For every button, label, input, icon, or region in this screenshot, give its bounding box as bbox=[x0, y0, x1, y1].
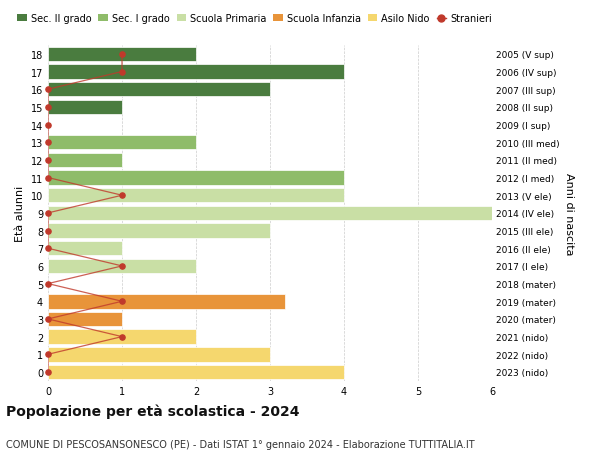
Point bbox=[117, 263, 127, 270]
Y-axis label: Anni di nascita: Anni di nascita bbox=[563, 172, 574, 255]
Point bbox=[43, 351, 53, 358]
Bar bbox=[48, 153, 122, 168]
Bar bbox=[48, 101, 122, 115]
Point bbox=[43, 210, 53, 217]
Point bbox=[117, 298, 127, 305]
Point bbox=[43, 157, 53, 164]
Text: COMUNE DI PESCOSANSONESCO (PE) - Dati ISTAT 1° gennaio 2024 - Elaborazione TUTTI: COMUNE DI PESCOSANSONESCO (PE) - Dati IS… bbox=[6, 440, 475, 449]
Point bbox=[117, 192, 127, 200]
Bar bbox=[48, 171, 344, 185]
Point bbox=[117, 51, 127, 58]
Point bbox=[43, 122, 53, 129]
Point bbox=[43, 369, 53, 376]
Bar bbox=[48, 365, 344, 380]
Bar bbox=[48, 206, 492, 221]
Bar bbox=[48, 47, 196, 62]
Y-axis label: Età alunni: Età alunni bbox=[15, 185, 25, 241]
Bar bbox=[48, 224, 270, 238]
Text: Popolazione per età scolastica - 2024: Popolazione per età scolastica - 2024 bbox=[6, 404, 299, 419]
Point bbox=[117, 69, 127, 76]
Bar bbox=[48, 241, 122, 256]
Bar bbox=[48, 65, 344, 79]
Point bbox=[43, 139, 53, 146]
Point bbox=[43, 86, 53, 94]
Point bbox=[43, 104, 53, 111]
Bar bbox=[48, 294, 285, 309]
Bar bbox=[48, 312, 122, 326]
Point bbox=[43, 280, 53, 288]
Bar bbox=[48, 189, 344, 203]
Point bbox=[43, 316, 53, 323]
Bar bbox=[48, 330, 196, 344]
Bar bbox=[48, 83, 270, 97]
Point bbox=[117, 333, 127, 341]
Point bbox=[43, 245, 53, 252]
Bar bbox=[48, 136, 196, 150]
Point bbox=[43, 227, 53, 235]
Bar bbox=[48, 259, 196, 274]
Legend: Sec. II grado, Sec. I grado, Scuola Primaria, Scuola Infanzia, Asilo Nido, Stran: Sec. II grado, Sec. I grado, Scuola Prim… bbox=[17, 14, 492, 24]
Bar bbox=[48, 347, 270, 362]
Point bbox=[43, 174, 53, 182]
